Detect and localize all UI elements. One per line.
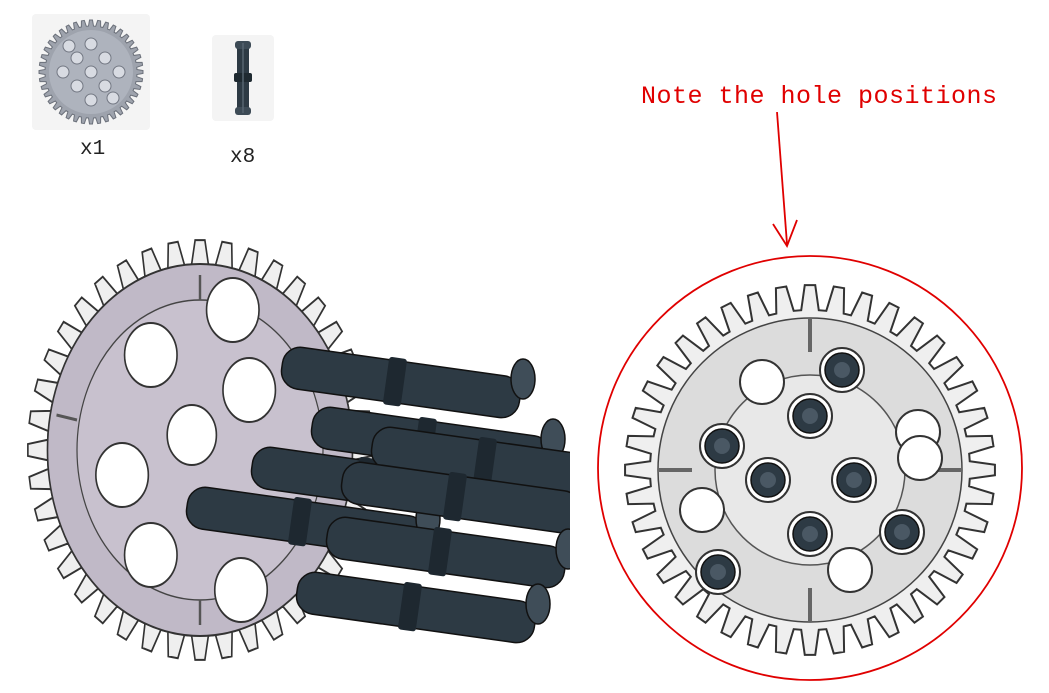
hole-position-note: Note the hole positions [641,82,998,111]
front-view-gear [597,255,1023,681]
pin-quantity: x8 [230,146,256,169]
parts-gear-thumbnail [32,14,150,130]
note-arrow [772,112,798,248]
parts-pin-thumbnail [212,35,274,121]
highlight-circle [597,255,1023,681]
connector-pin-icon [234,41,252,115]
assembly-illustration [0,230,570,690]
gear-quantity: x1 [80,138,106,161]
gear-40-tooth-icon [38,19,144,125]
